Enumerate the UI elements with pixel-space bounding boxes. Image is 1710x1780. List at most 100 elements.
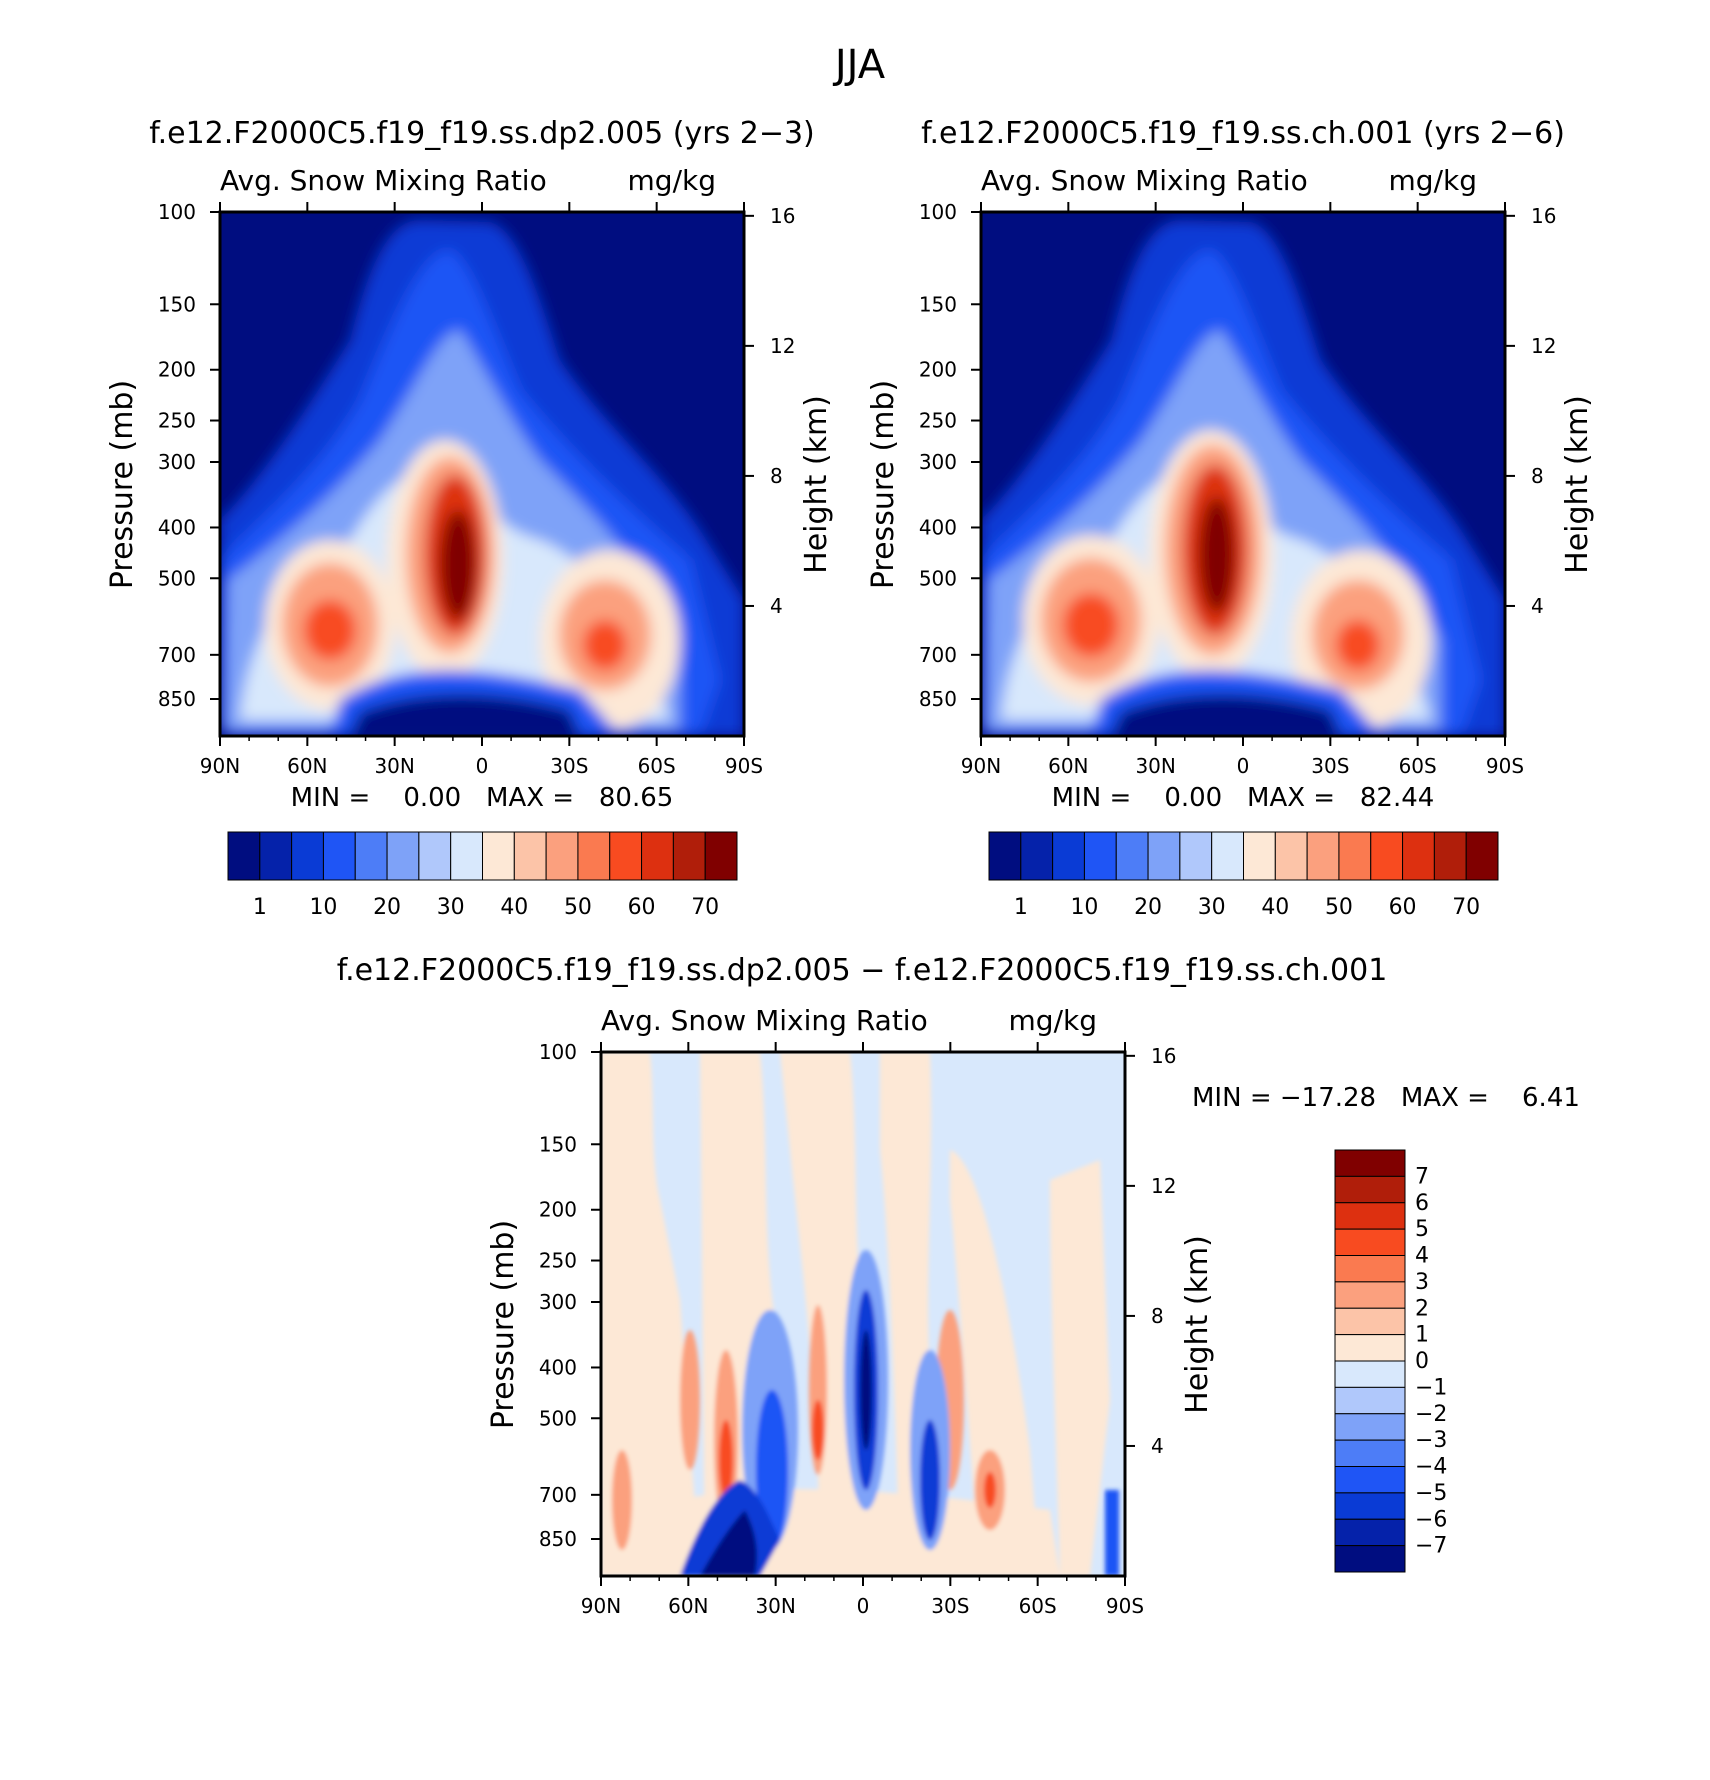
colorbar-box bbox=[1334, 1334, 1406, 1362]
colorbar-box bbox=[1334, 1255, 1406, 1283]
panel-2-contours bbox=[981, 212, 1505, 736]
y-tick-label: 700 bbox=[158, 643, 196, 667]
colorbar-label: 20 bbox=[1134, 895, 1162, 920]
colorbar-box bbox=[1465, 831, 1499, 881]
x-tick-label: 60N bbox=[668, 1594, 708, 1618]
y-right-tick-label: 16 bbox=[770, 204, 795, 228]
y-axis-title-right: Height (km) bbox=[1180, 1235, 1215, 1414]
y-right-tick-label: 8 bbox=[770, 464, 783, 488]
y-axis-title: Pressure (mb) bbox=[866, 380, 901, 589]
y-tick-label: 100 bbox=[539, 1040, 577, 1064]
y-tick-label: 300 bbox=[919, 450, 957, 474]
y-tick-label: 300 bbox=[158, 450, 196, 474]
panel-1-left-string: Avg. Snow Mixing Ratio bbox=[220, 164, 547, 197]
colorbar-box bbox=[1334, 1281, 1406, 1309]
y-right-tick-label: 12 bbox=[1531, 334, 1556, 358]
y-tick-label: 500 bbox=[919, 566, 957, 590]
colorbar-label: 10 bbox=[309, 895, 337, 920]
colorbar-box bbox=[577, 831, 611, 881]
colorbar-label: 4 bbox=[1415, 1244, 1429, 1269]
colorbar-box bbox=[1306, 831, 1340, 881]
colorbar-label: 60 bbox=[1389, 895, 1417, 920]
colorbar-label: 70 bbox=[1452, 895, 1480, 920]
colorbar-box bbox=[1083, 831, 1117, 881]
colorbar-box bbox=[1334, 1545, 1406, 1573]
x-tick-label: 90N bbox=[200, 754, 240, 778]
panel-1-contours bbox=[220, 212, 744, 736]
colorbar-box bbox=[1370, 831, 1404, 881]
colorbar-box bbox=[609, 831, 643, 881]
panel-3: f.e12.F2000C5.f19_f19.ss.dp2.005 − f.e12… bbox=[337, 953, 1580, 1578]
colorbar-box bbox=[1211, 831, 1244, 881]
colorbar-box bbox=[386, 831, 420, 881]
colorbar-box bbox=[641, 831, 674, 881]
y-right-tick-label: 12 bbox=[770, 334, 795, 358]
colorbar-box bbox=[482, 831, 515, 881]
y-tick-label: 250 bbox=[919, 409, 957, 433]
y-tick-label: 200 bbox=[539, 1198, 577, 1222]
y-tick-label: 700 bbox=[919, 643, 957, 667]
colorbar-box bbox=[1334, 1518, 1406, 1547]
colorbar-label: 20 bbox=[373, 895, 401, 920]
colorbar-box bbox=[1334, 1439, 1406, 1467]
colorbar-box bbox=[1179, 831, 1213, 881]
colorbar-label: −2 bbox=[1415, 1402, 1447, 1427]
panel-1: f.e12.F2000C5.f19_f19.ss.dp2.005 (yrs 2−… bbox=[149, 116, 815, 813]
x-tick-label: 0 bbox=[1237, 754, 1250, 778]
y-tick-label: 100 bbox=[919, 200, 957, 224]
x-tick-label: 90S bbox=[1486, 754, 1524, 778]
y-tick-label: 500 bbox=[539, 1406, 577, 1430]
x-tick-label: 30S bbox=[550, 754, 588, 778]
y-right-tick-label: 8 bbox=[1531, 464, 1544, 488]
colorbar-box bbox=[1052, 831, 1085, 881]
y-axis-title: Pressure (mb) bbox=[486, 1220, 521, 1429]
colorbar-box bbox=[1338, 831, 1372, 881]
x-tick-label: 90S bbox=[725, 754, 763, 778]
x-tick-label: 30N bbox=[374, 754, 414, 778]
colorbar-box bbox=[1433, 831, 1467, 881]
colorbar-box bbox=[1334, 1149, 1406, 1177]
y-tick-label: 250 bbox=[539, 1249, 577, 1273]
colorbar-box bbox=[545, 831, 579, 881]
colorbar-label: 1 bbox=[1415, 1323, 1429, 1348]
colorbar-box bbox=[1115, 831, 1149, 881]
colorbar-label: 5 bbox=[1415, 1217, 1429, 1242]
panel-1-units: mg/kg bbox=[628, 164, 716, 197]
colorbar-label: 7 bbox=[1415, 1164, 1429, 1189]
y-tick-label: 300 bbox=[539, 1290, 577, 1314]
x-tick-label: 0 bbox=[857, 1594, 870, 1618]
y-tick-label: 400 bbox=[539, 1355, 577, 1379]
x-tick-label: 0 bbox=[476, 754, 489, 778]
colorbar-box bbox=[704, 831, 738, 881]
colorbar-box bbox=[513, 831, 547, 881]
colorbar-box bbox=[1334, 1228, 1406, 1256]
panel-2-units: mg/kg bbox=[1389, 164, 1477, 197]
colorbar-box bbox=[1334, 1360, 1406, 1388]
colorbar-label: 70 bbox=[691, 895, 719, 920]
panel-3-left-string: Avg. Snow Mixing Ratio bbox=[601, 1004, 928, 1037]
x-tick-label: 60S bbox=[638, 754, 676, 778]
figure-title: JJA bbox=[832, 42, 886, 88]
panel-2-minmax: MIN = 0.00 MAX = 82.44 bbox=[1052, 783, 1435, 813]
y-axis-title-right: Height (km) bbox=[1560, 395, 1595, 574]
x-tick-label: 60S bbox=[1399, 754, 1437, 778]
y-tick-label: 850 bbox=[158, 687, 196, 711]
colorbar-label: 10 bbox=[1070, 895, 1098, 920]
colorbar-label: 30 bbox=[1198, 895, 1226, 920]
panel-3-contours bbox=[601, 1052, 1125, 1576]
colorbar-box bbox=[1243, 831, 1276, 881]
x-tick-label: 60S bbox=[1019, 1594, 1057, 1618]
x-tick-label: 30S bbox=[931, 1594, 969, 1618]
colorbar-label: −5 bbox=[1415, 1481, 1447, 1506]
colorbar-label: −1 bbox=[1415, 1375, 1447, 1400]
colorbar-box bbox=[1020, 831, 1054, 881]
y-right-tick-label: 16 bbox=[1151, 1044, 1176, 1068]
colorbar-box bbox=[227, 831, 261, 881]
x-tick-label: 90N bbox=[961, 754, 1001, 778]
x-tick-label: 60N bbox=[1048, 754, 1088, 778]
colorbar-label: −4 bbox=[1415, 1455, 1447, 1480]
y-right-tick-label: 4 bbox=[770, 594, 783, 618]
colorbar-label: 2 bbox=[1415, 1296, 1429, 1321]
panel-2-title: f.e12.F2000C5.f19_f19.ss.ch.001 (yrs 2−6… bbox=[921, 116, 1565, 151]
